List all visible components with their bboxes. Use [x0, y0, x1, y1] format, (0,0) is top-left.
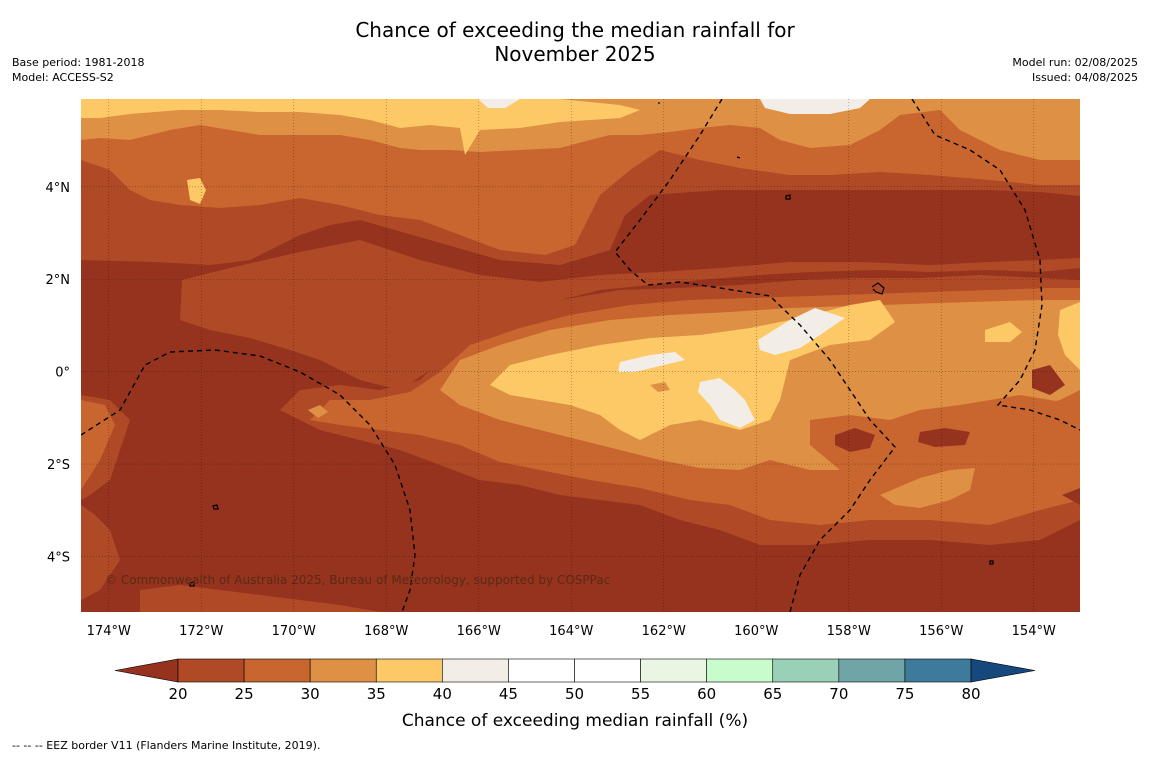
title-line-1: Chance of exceeding the median rainfall … — [355, 18, 795, 42]
colorbar — [114, 658, 1036, 683]
band-20-25-southwest — [81, 505, 120, 600]
longitude-label: 168°W — [364, 624, 408, 639]
colorbar-tick-label: 80 — [961, 685, 980, 703]
longitude-label: 154°W — [1012, 624, 1056, 639]
colorbar-over-arrow — [970, 658, 1036, 683]
colorbar-tick-label: 55 — [631, 685, 650, 703]
issued-date: Issued: 04/08/2025 — [1031, 71, 1138, 84]
base-period: Base period: 1981-2018 — [12, 56, 145, 69]
latitude-label: 2°N — [46, 273, 71, 288]
latitude-label: 4°S — [47, 551, 70, 566]
rainfall-field — [81, 99, 1080, 612]
colorbar-title: Chance of exceeding median rainfall (%) — [402, 711, 748, 731]
colorbar-segment — [177, 658, 245, 683]
longitude-tick-labels: 174°W 172°W 170°W 168°W 166°W 164°W 162°W 160°W… — [87, 624, 1056, 639]
eez-border-kiribati-phoenix — [81, 349, 416, 612]
colorbar-tick-label: 50 — [565, 685, 584, 703]
band-40-45-north — [478, 99, 520, 108]
latitude-tick-labels: 4°N 2°N 0° 2°S 4°S — [46, 181, 71, 566]
band-40-45-north-2 — [760, 99, 870, 114]
meta-right: Model run: 02/08/2025 Issued: 04/08/2025 — [1012, 55, 1138, 85]
band-30-35-spot-west — [308, 405, 328, 418]
colorbar-segment — [838, 658, 906, 683]
model-name: Model: ACCESS-S2 — [12, 71, 114, 84]
band-35-40-east — [1058, 302, 1080, 370]
copyright-notice: © Commonwealth of Australia 2025, Bureau… — [105, 573, 610, 587]
colorbar-tick-label: 70 — [829, 685, 848, 703]
colorbar-segment — [243, 658, 311, 683]
colorbar-tick-label: 75 — [895, 685, 914, 703]
longitude-label: 166°W — [457, 624, 501, 639]
small-yellow-spot — [187, 178, 206, 204]
island-north-2 — [736, 156, 741, 159]
colorbar-tick-label: 65 — [763, 685, 782, 703]
band-lt20-east-2 — [1062, 488, 1080, 505]
colorbar-tick-label: 35 — [367, 685, 386, 703]
colorbar-tick-label: 25 — [235, 685, 254, 703]
band-30-35-spot-central — [650, 382, 670, 392]
colorbar-segment — [706, 658, 774, 683]
band-lt20-east — [1032, 365, 1065, 395]
longitude-label: 158°W — [827, 624, 871, 639]
band-35-40-east-2 — [985, 322, 1022, 342]
eez-borders — [81, 99, 1080, 612]
islands — [189, 102, 994, 587]
band-20-25-north-2 — [180, 240, 1080, 390]
colorbar-tick-labels: 20 25 30 35 40 45 50 55 60 65 70 75 80 — [168, 685, 980, 703]
colorbar-segment — [375, 658, 443, 683]
longitude-label: 164°W — [549, 624, 593, 639]
island-kiritimati — [871, 282, 885, 295]
colorbar-segment — [442, 658, 509, 683]
longitude-label: 156°W — [919, 624, 963, 639]
latitude-label: 4°N — [46, 181, 71, 196]
meta-left: Base period: 1981-2018 Model: ACCESS-S2 — [12, 55, 144, 85]
colorbar-tick-label: 30 — [301, 685, 320, 703]
latitude-label: 2°S — [47, 458, 70, 473]
longitude-label: 172°W — [179, 624, 223, 639]
band-40-45-central-3 — [758, 308, 845, 355]
band-40-45-central-2 — [698, 378, 755, 428]
island-south-2 — [189, 581, 195, 587]
longitude-label: 162°W — [642, 624, 686, 639]
colorbar-tick-label: 60 — [697, 685, 716, 703]
colorbar-segment — [772, 658, 840, 683]
colorbar-under-arrow — [114, 658, 179, 683]
map-title: Chance of exceeding the median rainfall … — [0, 18, 1150, 66]
island-jarvis — [785, 194, 791, 200]
title-line-2: November 2025 — [494, 42, 656, 66]
longitude-label: 170°W — [272, 624, 316, 639]
band-30-35-southeast — [880, 468, 975, 508]
band-lt20-southeast-2 — [918, 428, 970, 447]
colorbar-segment — [309, 658, 377, 683]
island-south-1 — [212, 504, 219, 510]
colorbar-tick-label: 20 — [168, 685, 187, 703]
colorbar-tick-label: 45 — [499, 685, 518, 703]
eez-border-kiribati-line-north — [614, 99, 896, 612]
band-25-30-southeast — [810, 395, 1080, 520]
band-40-45-central-1 — [618, 352, 685, 372]
eez-footnote: -- -- -- EEZ border V11 (Flanders Marine… — [12, 739, 321, 752]
band-25-30-west — [81, 400, 115, 490]
colorbar-segment — [904, 658, 972, 683]
model-run-date: Model run: 02/08/2025 — [1012, 56, 1138, 69]
colorbar-segment — [574, 658, 641, 683]
band-lt20-southeast-1 — [835, 428, 875, 452]
colorbar-segment — [508, 658, 575, 683]
colorbar-tick-label: 40 — [433, 685, 452, 703]
colorbar-segment — [640, 658, 707, 683]
eez-border-east — [911, 99, 1080, 431]
band-35-40-north — [81, 99, 640, 155]
longitude-label: 174°W — [87, 624, 131, 639]
island-south-3 — [989, 560, 994, 565]
longitude-label: 160°W — [734, 624, 778, 639]
latitude-label: 0° — [55, 366, 70, 381]
band-20-25-south-strip — [140, 585, 380, 612]
